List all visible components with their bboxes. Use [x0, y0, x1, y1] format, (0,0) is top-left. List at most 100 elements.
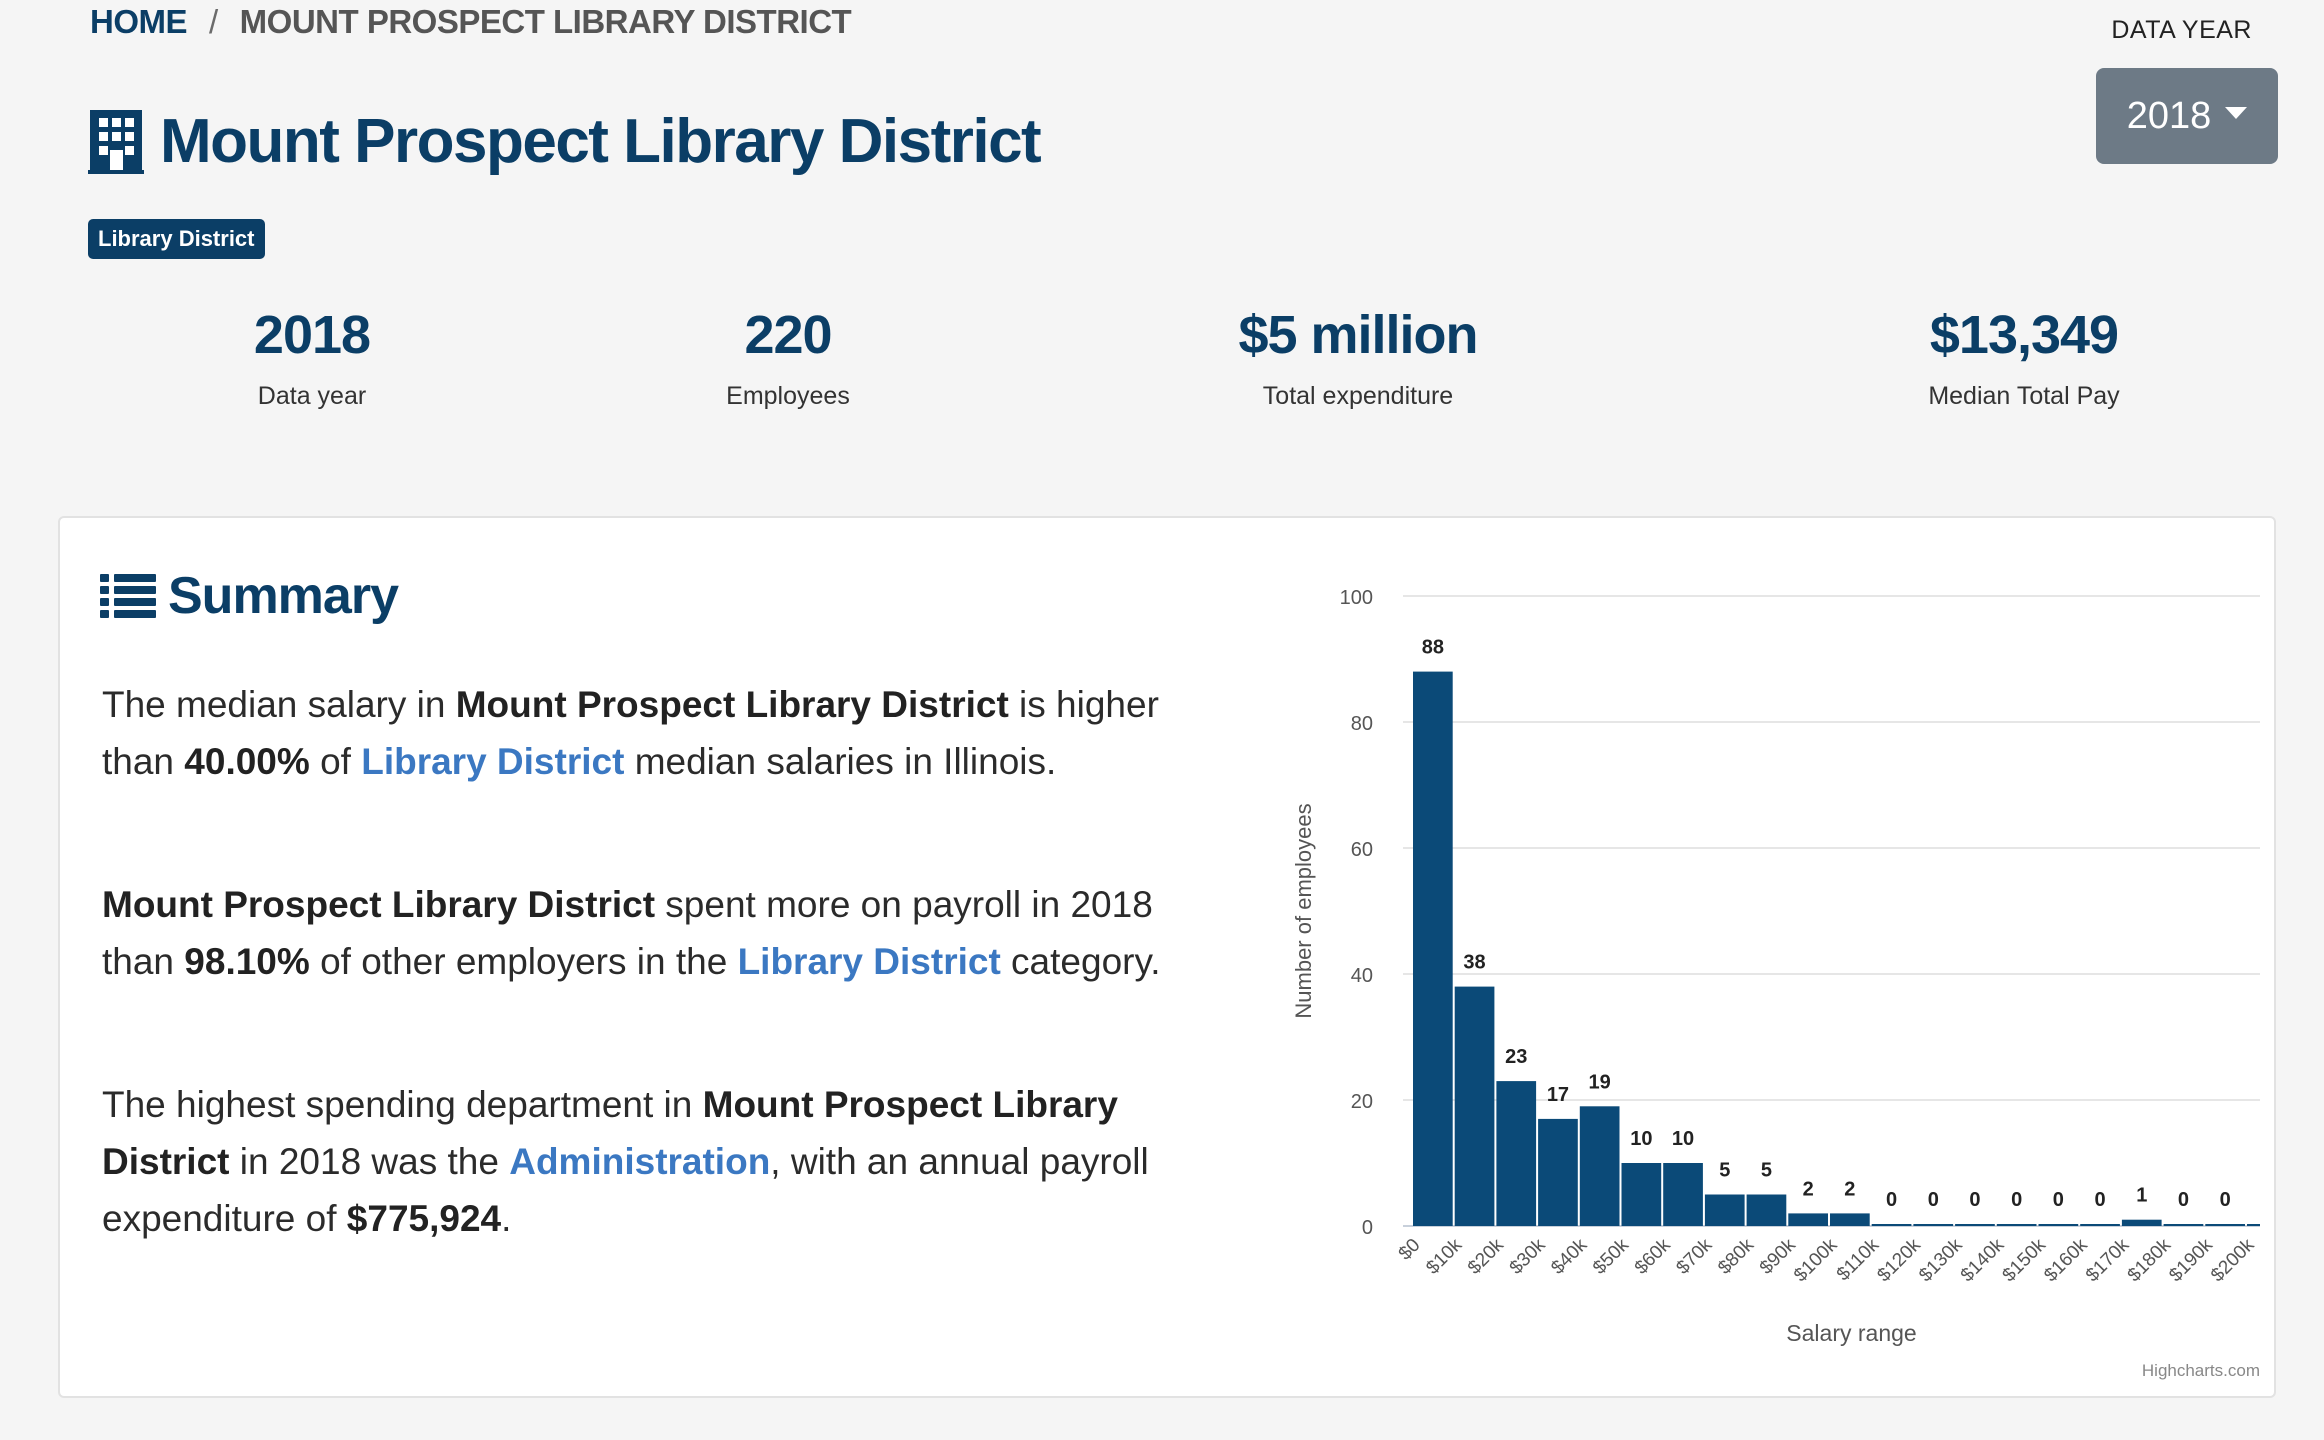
y-tick-label: 80 — [1351, 713, 1373, 735]
x-tick-label: $180k — [2124, 1234, 2176, 1286]
x-tick-label: $140k — [1957, 1234, 2009, 1286]
bar-$170k — [2121, 1219, 2162, 1226]
list-icon — [100, 574, 156, 618]
x-tick-label: $120k — [1873, 1234, 1925, 1286]
x-tick-label: $100k — [1790, 1234, 1842, 1286]
page-title: Mount Prospect Library District — [160, 107, 1042, 176]
breadcrumb-home-link[interactable]: HOME — [90, 3, 188, 40]
x-tick-label: $130k — [1915, 1234, 1967, 1286]
data-label: 0 — [1969, 1189, 1980, 1211]
data-label: 38 — [1463, 952, 1485, 974]
stat-label: Median Total Pay — [1928, 382, 2120, 410]
employer-name: Mount Prospect Library District — [455, 684, 1009, 725]
stat-median-total-pay: $13,349 Median Total Pay — [1834, 300, 2214, 411]
data-year-dropdown[interactable]: 2018 — [2096, 68, 2278, 164]
data-label: 88 — [1422, 637, 1444, 659]
bar-$110k — [1871, 1224, 1912, 1226]
employer-name: Mount Prospect Library District — [102, 1084, 1118, 1182]
percentile-value: 98.10% — [184, 941, 310, 982]
summary-paragraph-1: The median salary in Mount Prospect Libr… — [102, 676, 1202, 790]
breadcrumb-current: MOUNT PROSPECT LIBRARY DISTRICT — [239, 3, 852, 40]
breadcrumb: HOME / MOUNT PROSPECT LIBRARY DISTRICT — [90, 0, 852, 44]
stat-value: $5 million — [1238, 305, 1478, 365]
data-label: 0 — [1886, 1189, 1897, 1211]
bar-$10k — [1454, 986, 1495, 1226]
bar-$0 — [1413, 671, 1453, 1226]
bar-$80k — [1746, 1194, 1787, 1226]
text: The median salary in — [102, 684, 456, 725]
summary-heading-row: Summary — [100, 566, 399, 626]
category-link[interactable]: Library District — [361, 741, 625, 782]
x-tick-label: $60k — [1631, 1234, 1675, 1278]
stat-employees: 220 Employees — [598, 300, 978, 411]
data-label: 0 — [2011, 1189, 2022, 1211]
stat-value: 2018 — [253, 305, 371, 365]
x-tick-label: $150k — [1999, 1234, 2051, 1286]
text: , with an annual payroll expenditure of — [102, 1141, 1149, 1239]
percentile-value: 40.00% — [184, 741, 310, 782]
data-label: 17 — [1547, 1084, 1569, 1106]
data-year-selected: 2018 — [2126, 94, 2212, 137]
bar-$180k — [2163, 1224, 2204, 1226]
bar-$40k — [1579, 1106, 1620, 1226]
department-link[interactable]: Administration — [509, 1141, 771, 1182]
bar-$130k — [1955, 1224, 1995, 1226]
summary-heading: Summary — [168, 567, 399, 625]
text: The highest spending department in — [102, 1084, 703, 1125]
data-label: 23 — [1505, 1046, 1527, 1068]
data-label: 0 — [2220, 1189, 2231, 1211]
bar-$50k — [1621, 1163, 1662, 1226]
data-label: 5 — [1761, 1160, 1772, 1182]
caret-down-icon — [2225, 107, 2248, 119]
stat-label: Total expenditure — [1262, 382, 1454, 410]
x-tick-label: $200k — [2207, 1234, 2259, 1286]
employer-name: Mount Prospect Library District — [102, 884, 656, 925]
summary-card: Summary The median salary in Mount Prosp… — [58, 516, 2276, 1398]
y-tick-label: 100 — [1340, 587, 1373, 609]
building-icon — [88, 109, 144, 174]
text: is higher than — [102, 684, 1159, 782]
data-label: 0 — [1928, 1189, 1939, 1211]
x-tick-label: $170k — [2082, 1234, 2134, 1286]
stat-label: Data year — [257, 382, 367, 410]
stat-label: Employees — [726, 382, 850, 410]
data-label: 2 — [1803, 1178, 1814, 1200]
bar-$20k — [1496, 1081, 1537, 1226]
page-title-row: Mount Prospect Library District — [88, 106, 1042, 177]
y-axis-title: Number of employees — [1291, 803, 1316, 1018]
text: spent more on payroll in 2018 than — [102, 884, 1153, 982]
data-label: 2 — [1844, 1178, 1855, 1200]
x-tick-label: $190k — [2165, 1234, 2217, 1286]
bar-$140k — [1996, 1224, 2037, 1226]
text: . — [501, 1198, 512, 1239]
data-label: 0 — [2094, 1189, 2105, 1211]
x-tick-label: $160k — [2040, 1234, 2092, 1286]
text: category. — [1000, 941, 1161, 982]
data-label: 10 — [1630, 1128, 1652, 1150]
data-label: 10 — [1672, 1128, 1694, 1150]
category-link[interactable]: Library District — [737, 941, 1001, 982]
bar-$150k — [2038, 1224, 2079, 1226]
bar-$70k — [1704, 1194, 1745, 1226]
text: median salaries in Illinois. — [624, 741, 1057, 782]
text: of — [309, 741, 362, 782]
y-tick-label: 60 — [1351, 839, 1373, 861]
stat-value: 220 — [744, 305, 832, 365]
stat-value: $13,349 — [1929, 305, 2119, 365]
data-label: 19 — [1589, 1071, 1611, 1093]
x-axis-title: Salary range — [1786, 1320, 1916, 1346]
summary-paragraph-2: Mount Prospect Library District spent mo… — [102, 876, 1202, 990]
data-label: 0 — [2178, 1189, 2189, 1211]
y-tick-label: 20 — [1351, 1091, 1373, 1113]
bar-$190k — [2205, 1224, 2245, 1226]
bar-$160k — [2080, 1224, 2120, 1226]
x-tick-label: $0 — [1395, 1235, 1425, 1265]
x-tick-label: $40k — [1547, 1234, 1591, 1278]
text: in 2018 was the — [229, 1141, 510, 1182]
bar-$100k — [1830, 1213, 1870, 1226]
x-tick-label: $110k — [1833, 1234, 1884, 1285]
x-tick-label: $80k — [1714, 1234, 1758, 1278]
stat-total-expenditure: $5 million Total expenditure — [1168, 300, 1548, 411]
x-tick-label: $10k — [1422, 1234, 1466, 1278]
